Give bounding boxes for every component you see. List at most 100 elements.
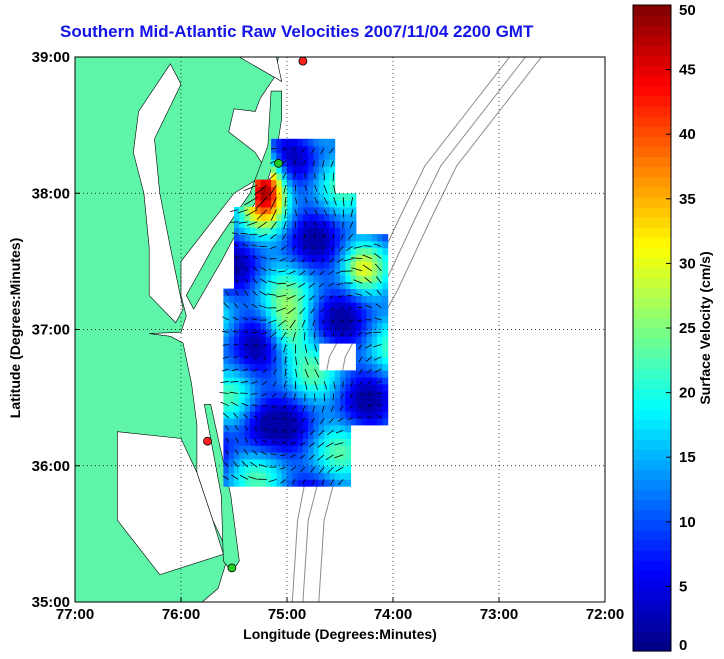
velocity-arrow	[231, 232, 239, 235]
velocity-cell	[313, 281, 320, 290]
velocity-cell	[324, 166, 330, 174]
colorbar-segment	[633, 348, 671, 359]
velocity-cell	[281, 166, 288, 174]
velocity-cell	[355, 377, 362, 385]
velocity-cell	[334, 315, 341, 324]
colorbar-segment	[633, 529, 671, 541]
velocity-cell	[244, 227, 251, 235]
velocity-cell	[271, 343, 277, 351]
velocity-cell	[287, 377, 293, 385]
velocity-arrow	[222, 356, 229, 359]
velocity-cell	[382, 302, 389, 310]
velocity-cell	[297, 213, 304, 221]
colorbar-segment	[633, 338, 671, 349]
velocity-cell	[313, 479, 320, 487]
velocity-cell	[281, 159, 288, 167]
colorbar-segment	[633, 590, 671, 602]
velocity-cell	[355, 275, 362, 283]
velocity-cell	[313, 390, 320, 399]
velocity-cell	[329, 281, 336, 290]
velocity-cell	[260, 349, 267, 358]
velocity-cell	[281, 179, 288, 187]
velocity-cell	[281, 295, 288, 303]
velocity-cell	[297, 159, 304, 167]
velocity-cell	[234, 254, 240, 262]
velocity-cell	[265, 288, 272, 296]
velocity-cell	[249, 384, 256, 392]
velocity-cell	[366, 404, 373, 412]
velocity-cell	[324, 281, 330, 290]
velocity-cell	[223, 390, 230, 399]
velocity-cell	[302, 363, 309, 371]
velocity-cell	[281, 458, 288, 467]
velocity-cell	[297, 240, 304, 249]
velocity-cell	[371, 397, 378, 405]
velocity-cell	[234, 363, 240, 371]
velocity-arrow	[242, 368, 248, 372]
velocity-cell	[329, 438, 336, 446]
velocity-cell	[239, 479, 246, 487]
velocity-cell	[334, 206, 341, 215]
velocity-cell	[276, 356, 283, 365]
velocity-cell	[302, 336, 309, 344]
velocity-cell	[281, 356, 288, 365]
velocity-cell	[260, 288, 267, 296]
velocity-cell	[302, 166, 309, 174]
velocity-cell	[340, 472, 346, 480]
velocity-cell	[223, 424, 230, 433]
velocity-cell	[265, 418, 272, 426]
velocity-cell	[276, 206, 283, 215]
velocity-cell	[260, 275, 267, 283]
colorbar-segment	[633, 176, 671, 188]
velocity-cell	[318, 166, 325, 174]
velocity-arrow	[241, 460, 249, 468]
velocity-cell	[324, 397, 330, 405]
velocity-cell	[271, 254, 277, 262]
velocity-arrow	[334, 442, 344, 446]
colorbar-segment	[633, 307, 671, 319]
velocity-arrow	[286, 295, 296, 300]
velocity-arrow	[240, 232, 248, 235]
velocity-arrow	[220, 401, 229, 407]
velocity-arrow	[250, 393, 258, 395]
velocity-cell	[255, 227, 261, 235]
velocity-cell	[334, 295, 341, 303]
velocity-arrow	[318, 466, 325, 474]
velocity-cell	[340, 458, 346, 467]
velocity-cell	[255, 411, 261, 419]
velocity-arrow	[342, 197, 345, 207]
velocity-cell	[324, 172, 330, 181]
velocity-cell	[297, 370, 304, 378]
velocity-cell	[313, 377, 320, 385]
velocity-cell	[377, 397, 383, 405]
velocity-arrow	[283, 344, 287, 353]
velocity-cell	[276, 254, 283, 262]
velocity-cell	[329, 138, 336, 147]
velocity-cell	[239, 268, 246, 276]
velocity-arrow	[333, 381, 336, 389]
velocity-arrow	[299, 307, 306, 315]
velocity-arrow	[330, 307, 334, 311]
velocity-cell	[281, 418, 288, 426]
velocity-cell	[334, 213, 341, 221]
velocity-cell	[334, 234, 341, 242]
velocity-arrow	[303, 160, 306, 165]
velocity-cell	[249, 322, 256, 330]
velocity-cell	[340, 315, 346, 324]
velocity-cell	[329, 370, 336, 378]
velocity-cell	[292, 247, 299, 256]
velocity-cell	[271, 227, 277, 235]
velocity-arrow	[290, 454, 296, 458]
velocity-cell	[297, 452, 304, 460]
colorbar-segment	[633, 196, 671, 208]
velocity-arrow	[281, 147, 287, 151]
velocity-arrow	[282, 393, 287, 399]
velocity-cell	[382, 247, 389, 256]
velocity-cell	[313, 363, 320, 371]
velocity-cell	[340, 261, 346, 269]
velocity-cell	[287, 390, 293, 399]
velocity-cell	[308, 206, 314, 215]
velocity-cell	[265, 302, 272, 310]
velocity-arrow	[269, 184, 277, 196]
